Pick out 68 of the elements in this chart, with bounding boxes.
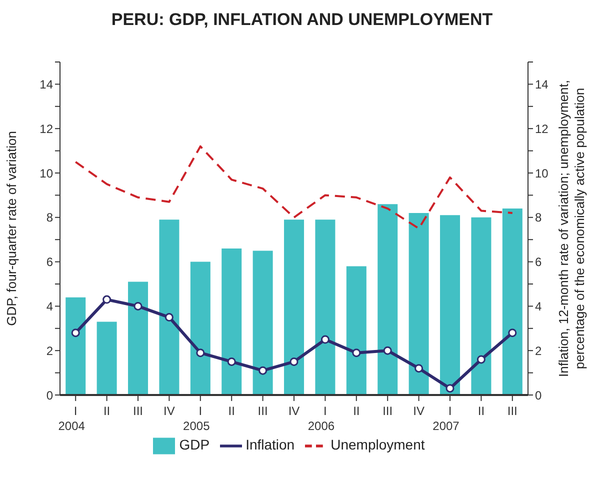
y-axis-title: GDP, four-quarter rate of variation (4, 131, 19, 326)
legend-label: Unemployment (330, 436, 425, 453)
y-tick-label: 6 (46, 255, 54, 270)
bar (378, 204, 398, 395)
x-tick-label: I 2005 (183, 404, 210, 433)
y2-tick-label: 0 (535, 388, 542, 402)
x-tick-label: IV (288, 404, 300, 418)
point (352, 348, 361, 358)
bar (440, 215, 460, 395)
y2-tick-label: 10 (535, 166, 549, 180)
bar (159, 220, 180, 395)
x-tick-label: IV (164, 404, 175, 418)
point (446, 384, 454, 393)
bar (346, 266, 366, 395)
y2-axis-title: Inflation, 12-month rate of variation; unemployment, percentage of the economically active population (556, 80, 587, 377)
y-tick-label: 12 (40, 122, 54, 136)
legend-label: Inflation (246, 436, 295, 453)
point (290, 357, 298, 366)
y2-tick-label: 8 (535, 210, 542, 225)
x-tick-label: IV (413, 404, 424, 418)
bar (315, 220, 336, 395)
point (102, 295, 112, 304)
x-tick-label: I 2004 (58, 404, 86, 433)
point (71, 328, 80, 338)
point (383, 346, 392, 355)
y-tick-label: 0 (46, 388, 54, 402)
x-tick-label: III (132, 404, 144, 418)
point (134, 302, 142, 310)
bar (502, 208, 522, 395)
point (164, 313, 174, 322)
y-tick-label: 14 (40, 77, 54, 92)
y2-tick-label: 12 (535, 122, 549, 136)
bar (408, 212, 429, 395)
x-tick-label: III (258, 404, 268, 418)
point (508, 328, 517, 338)
bar (190, 262, 210, 395)
point (476, 355, 486, 364)
y2-tick-label: 14 (535, 77, 549, 92)
point (320, 335, 330, 344)
y-tick-label: 4 (46, 299, 54, 314)
y2-tick-label: 2 (535, 344, 542, 358)
x-tick-label: II (353, 404, 360, 418)
chart-title: PERU: GDP, INFLATION AND UNEMPLOYMENT (110, 10, 494, 30)
point (227, 357, 236, 366)
y-tick-label: 2 (46, 344, 54, 358)
x-tick-label: II (103, 404, 110, 418)
y2-tick-label: 6 (535, 255, 542, 270)
bar (96, 322, 117, 395)
x-tick-label: III (507, 404, 518, 418)
bar (128, 282, 148, 395)
x-tick-label: I 2006 (308, 404, 335, 433)
y2-tick-label: 4 (535, 299, 542, 314)
x-tick-label: II (478, 404, 485, 418)
line-series (74, 145, 514, 230)
y-tick-label: 8 (46, 210, 54, 225)
y-tick-label: 10 (40, 166, 54, 180)
bar (471, 217, 492, 395)
x-tick-label: II (228, 404, 235, 418)
bar (66, 297, 86, 395)
point (196, 348, 205, 358)
bar (222, 248, 242, 395)
point (414, 364, 424, 373)
bar (252, 250, 273, 395)
bar (284, 220, 304, 395)
x-tick-label: I 2007 (432, 404, 460, 433)
legend-label: GDP (179, 436, 210, 453)
x-tick-label: III (382, 404, 393, 418)
point (258, 366, 268, 375)
